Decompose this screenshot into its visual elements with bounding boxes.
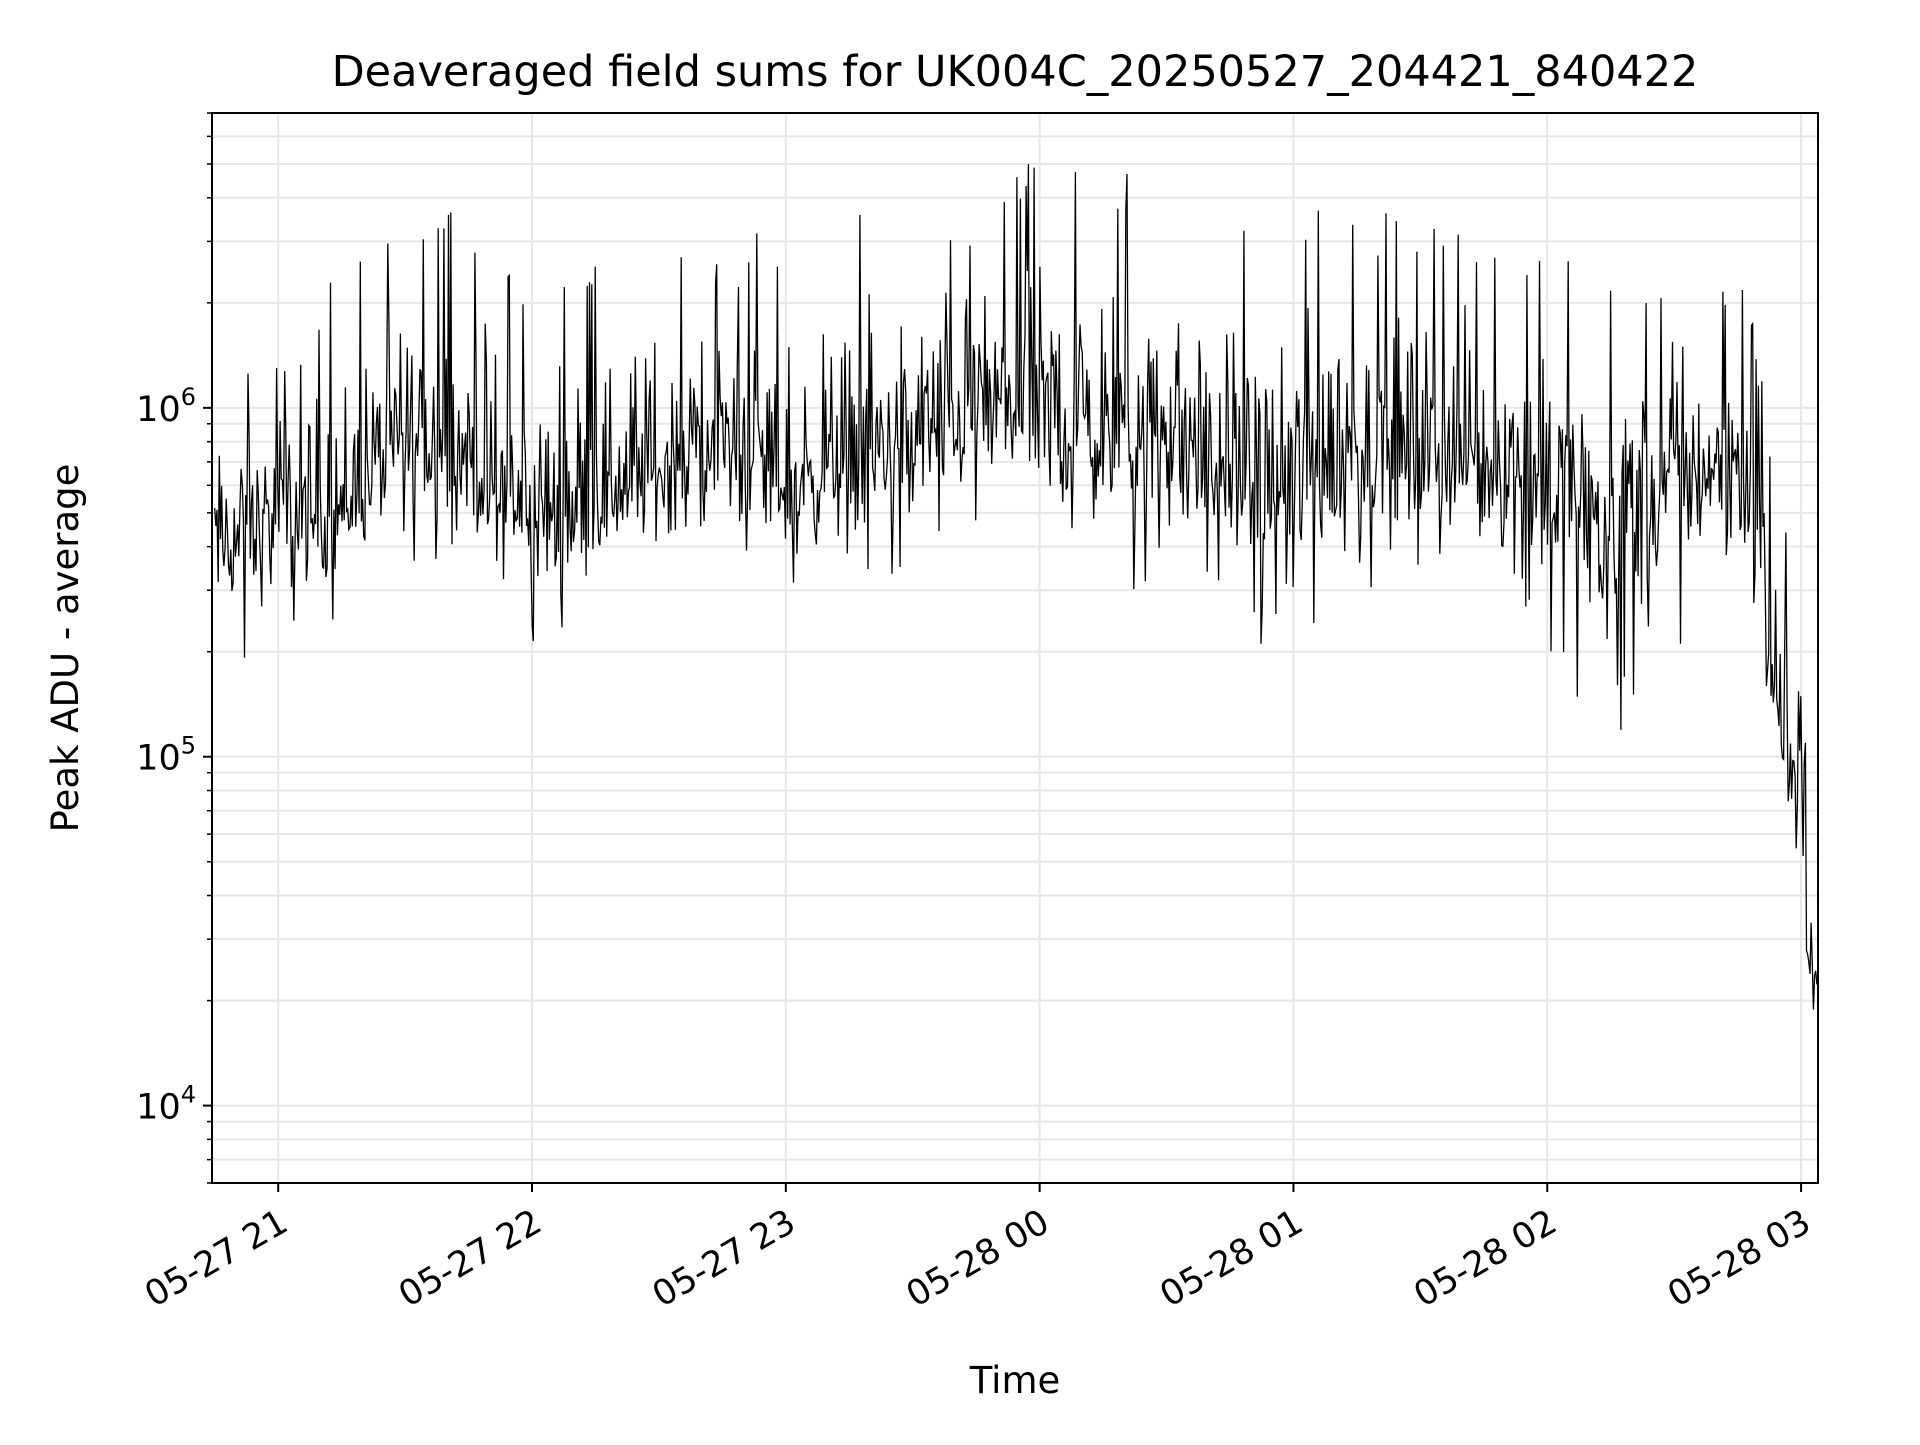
y-tick-label: 105 — [136, 732, 196, 779]
x-tick-label: 05-28 00 — [900, 1202, 1056, 1315]
x-tick-label: 05-27 21 — [138, 1202, 294, 1315]
series-layer — [214, 164, 1819, 1010]
y-axis-label: Peak ADU - average — [44, 464, 87, 833]
chart-title: Deaveraged field sums for UK004C_2025052… — [332, 47, 1699, 97]
x-tick-label: 05-28 01 — [1154, 1202, 1310, 1315]
series-line — [214, 164, 1819, 1010]
y-tick-label: 104 — [136, 1081, 196, 1128]
x-tick-label: 05-28 02 — [1407, 1202, 1563, 1315]
x-tick-label: 05-27 23 — [646, 1202, 802, 1315]
y-tick-label: 106 — [136, 383, 196, 430]
x-tick-label: 05-28 03 — [1661, 1202, 1817, 1315]
plot-frame — [211, 112, 1819, 1184]
x-axis-label: Time — [969, 1359, 1061, 1402]
x-tick-label: 05-27 22 — [392, 1202, 548, 1315]
